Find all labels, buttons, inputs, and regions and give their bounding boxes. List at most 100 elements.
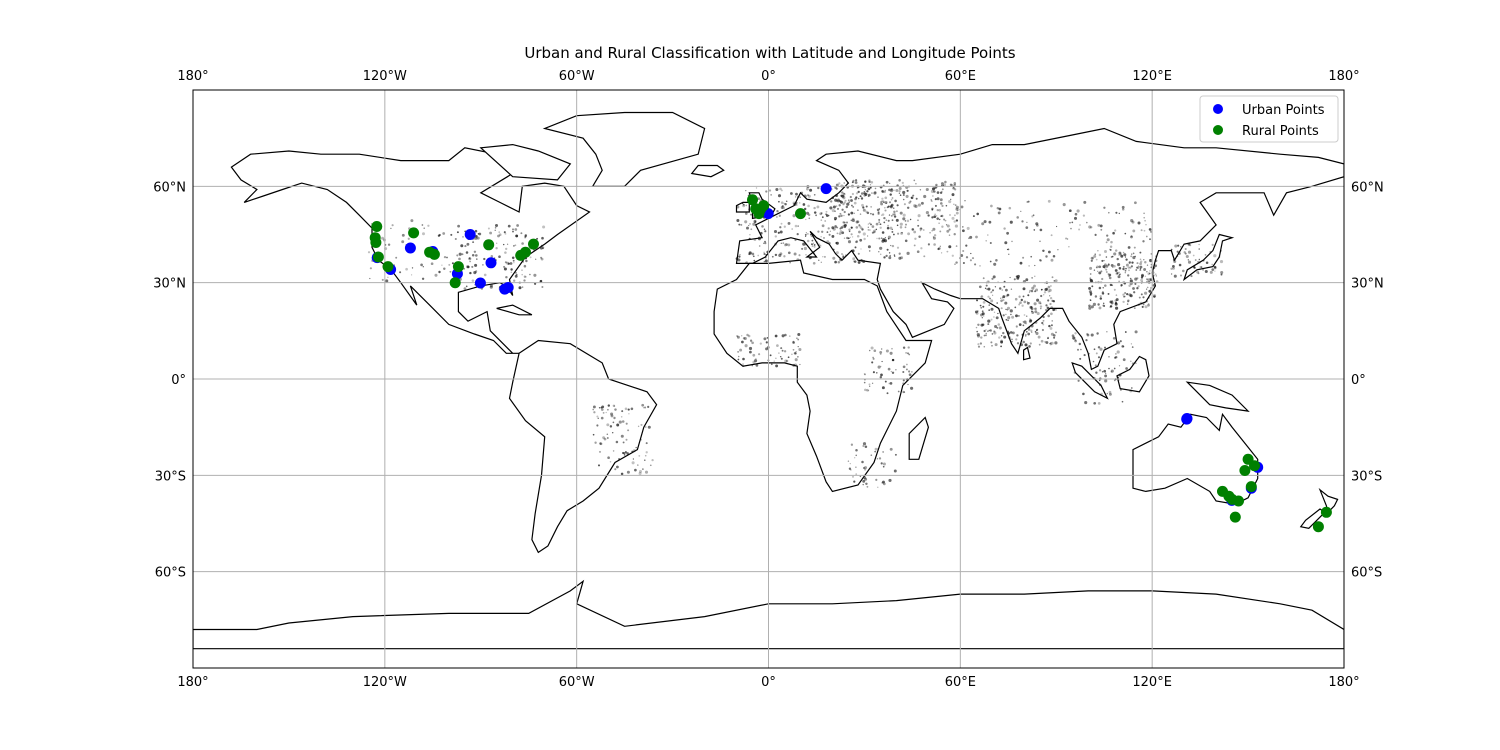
density-dot — [1050, 332, 1054, 336]
density-dot — [871, 231, 874, 234]
density-dot — [540, 256, 543, 259]
density-dot — [835, 187, 837, 189]
density-dot — [1108, 390, 1112, 394]
density-dot — [1108, 392, 1112, 396]
density-dot — [826, 231, 829, 233]
density-dot — [1097, 250, 1099, 252]
density-dot — [1053, 308, 1056, 311]
density-dot — [606, 423, 610, 427]
density-dot — [1090, 259, 1093, 262]
density-dot — [834, 218, 837, 221]
density-dot — [982, 301, 986, 304]
density-dot — [1027, 328, 1031, 331]
density-dot — [1088, 225, 1092, 229]
density-dot — [846, 221, 848, 224]
density-dot — [1097, 402, 1101, 405]
density-dot — [797, 356, 799, 358]
density-dot — [855, 226, 859, 229]
density-dot — [749, 350, 752, 354]
density-dot — [1103, 259, 1105, 262]
density-dot — [1102, 304, 1105, 307]
density-dot — [1111, 300, 1114, 303]
density-dot — [919, 227, 923, 231]
density-dot — [819, 245, 822, 247]
density-dot — [465, 285, 468, 288]
density-dot — [1057, 249, 1059, 251]
density-dot — [862, 444, 865, 448]
density-dot — [1144, 291, 1148, 295]
density-dot — [1180, 274, 1182, 277]
density-dot — [647, 405, 650, 409]
density-dot — [438, 270, 441, 274]
density-dot — [872, 371, 875, 374]
density-dot — [990, 329, 992, 331]
density-dot — [797, 225, 799, 227]
density-dot — [742, 363, 744, 365]
density-dot — [813, 243, 816, 246]
density-dot — [893, 469, 897, 473]
density-dot — [998, 326, 1002, 330]
density-dot — [1095, 371, 1098, 374]
density-dot — [1037, 335, 1041, 339]
density-dot — [1019, 261, 1023, 265]
density-dot — [885, 202, 887, 204]
density-dot — [839, 229, 843, 233]
density-dot — [449, 270, 452, 273]
density-dot — [813, 211, 817, 214]
density-dot — [1090, 333, 1094, 337]
density-dot — [736, 335, 738, 337]
density-dot — [863, 237, 866, 241]
density-dot — [1200, 266, 1203, 268]
density-dot — [1116, 272, 1119, 275]
density-dot — [805, 254, 807, 256]
density-dot — [888, 214, 891, 216]
density-dot — [992, 275, 996, 279]
density-dot — [1143, 268, 1147, 271]
density-dot — [1098, 265, 1102, 269]
density-dot — [1141, 305, 1144, 308]
density-dot — [1152, 274, 1155, 277]
density-dot — [1034, 290, 1037, 293]
density-dot — [1137, 221, 1141, 225]
density-dot — [847, 213, 851, 216]
density-dot — [899, 211, 903, 215]
density-dot — [779, 226, 782, 229]
density-dot — [1009, 220, 1013, 224]
density-dot — [856, 240, 858, 243]
density-dot — [751, 252, 755, 256]
density-dot — [1109, 248, 1112, 251]
density-dot — [765, 190, 768, 193]
legend: Urban Points Rural Points — [1199, 95, 1339, 143]
density-dot — [1000, 299, 1003, 303]
density-dot — [755, 187, 758, 189]
density-dot — [1143, 259, 1145, 261]
density-dot — [866, 388, 869, 392]
density-dot — [1108, 263, 1110, 265]
density-dot — [933, 234, 937, 237]
density-dot — [1198, 268, 1201, 271]
density-dot — [832, 248, 835, 251]
density-dot — [1144, 261, 1147, 264]
density-dot — [932, 227, 936, 231]
density-dot — [854, 457, 856, 459]
density-dot — [862, 259, 866, 263]
density-dot — [850, 211, 854, 215]
density-dot — [1128, 293, 1132, 297]
density-dot — [808, 217, 811, 220]
density-dot — [511, 228, 515, 231]
density-dot — [768, 189, 772, 192]
density-dot — [1005, 308, 1007, 311]
density-dot — [1001, 289, 1003, 291]
tick-label-lat-left: 60°S — [155, 566, 186, 581]
density-dot — [891, 219, 894, 222]
density-dot — [645, 442, 648, 445]
density-dot — [471, 265, 474, 268]
tick-label-lat-left: 60°N — [153, 180, 186, 195]
density-dot — [1115, 306, 1119, 310]
density-dot — [828, 214, 830, 217]
density-dot — [541, 236, 544, 240]
density-dot — [609, 425, 613, 428]
density-dot — [1035, 288, 1039, 292]
density-dot — [1128, 261, 1132, 264]
density-dot — [1122, 358, 1126, 362]
